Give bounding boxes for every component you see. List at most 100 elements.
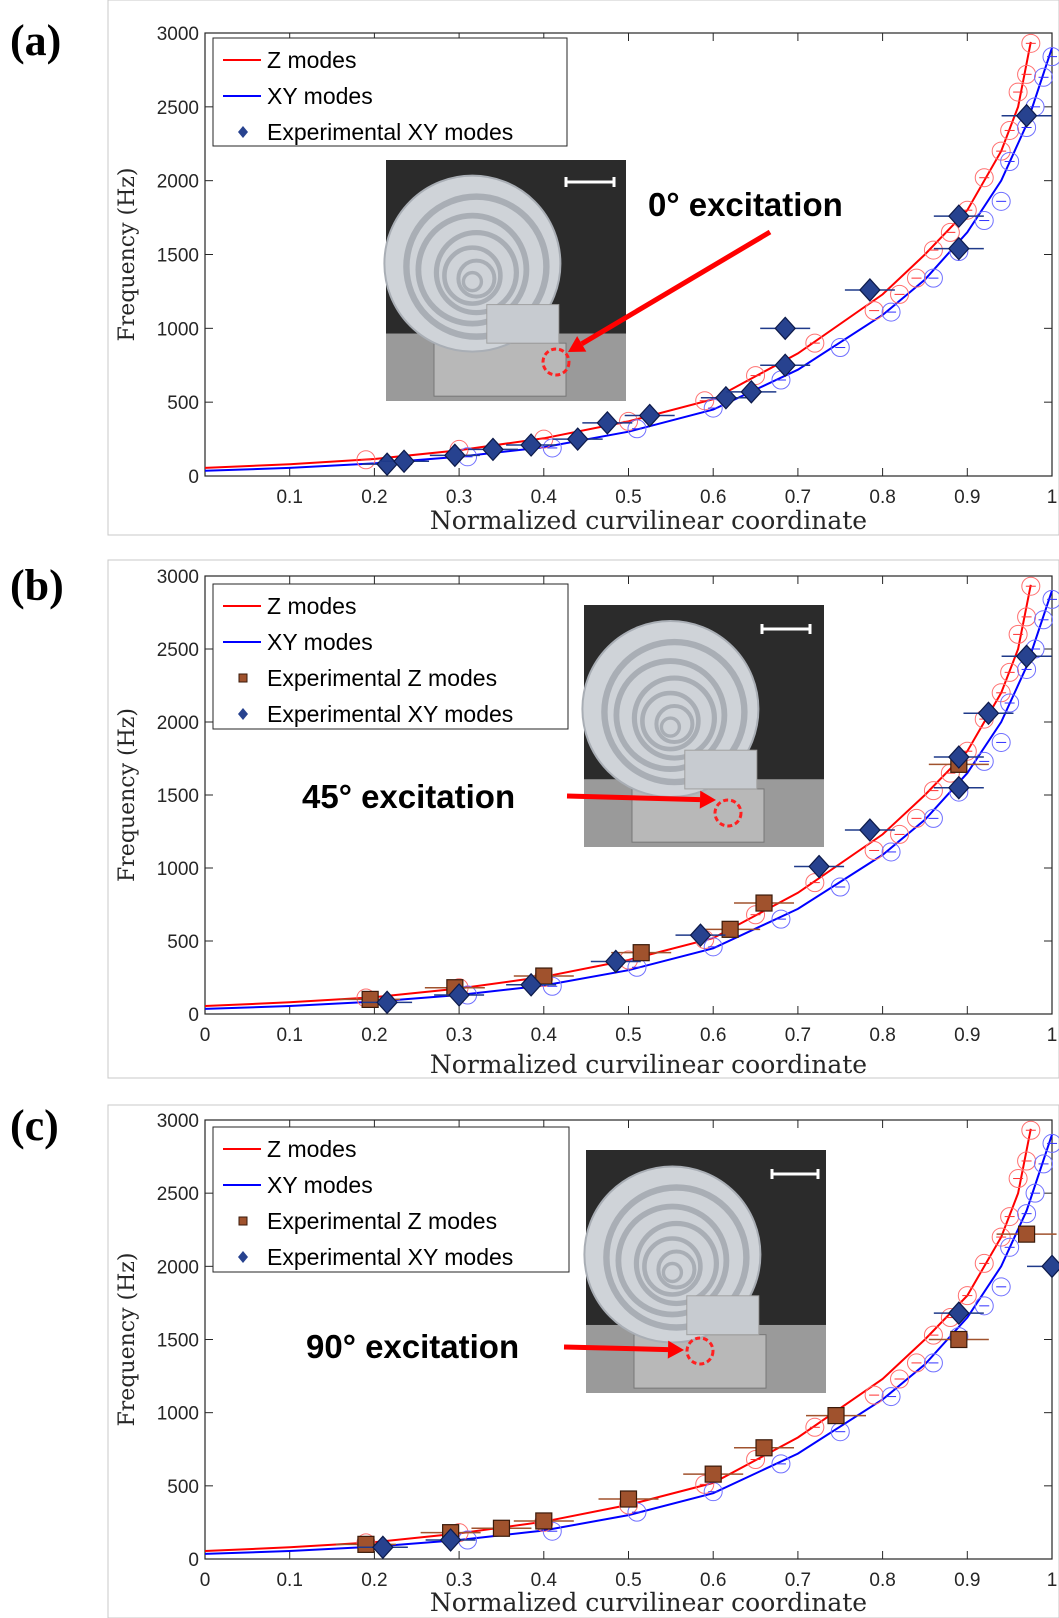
photo-spiral-foot	[686, 1295, 760, 1336]
experimental-z-point	[827, 1406, 845, 1425]
z-mode-marker	[864, 840, 884, 860]
legend-exp-xy-swatch	[238, 708, 248, 720]
experimental-z-point	[755, 1439, 773, 1457]
z-mode-marker	[974, 168, 994, 188]
z-mode-marker	[864, 301, 884, 321]
xy-mode-marker	[923, 268, 943, 288]
x-tick-label: 0.9	[954, 487, 980, 508]
y-tick-label: 1500	[157, 246, 199, 267]
photo-spiral-ring	[415, 212, 530, 327]
panel-frame	[107, 1104, 1059, 1618]
x-tick-label: 0.6	[700, 1025, 726, 1046]
experimental-xy-point	[977, 701, 1000, 726]
photo-base-block	[633, 1334, 767, 1389]
panel-frame	[107, 0, 1059, 536]
callout-arrow	[566, 793, 701, 803]
xy-mode-marker	[991, 191, 1011, 211]
experimental-xy-point	[482, 437, 504, 462]
experimental-xy-point	[689, 923, 712, 948]
xy-mode-marker	[703, 398, 723, 418]
x-axis-label: Normalized curvilinear coordinate	[430, 506, 867, 535]
legend-exp-xy-swatch	[238, 126, 248, 138]
experimental-xy-point	[372, 1535, 394, 1559]
x-tick-label: 0.4	[531, 1025, 558, 1046]
experimental-xy-point	[566, 427, 589, 451]
x-tick-label: 0.2	[361, 1025, 387, 1046]
x-tick-label: 0	[200, 1570, 211, 1591]
x-tick-label: 0.3	[446, 1025, 472, 1046]
xy-mode-marker	[974, 211, 994, 231]
experimental-z-point	[535, 967, 553, 985]
legend: Z modes XY modes Experimental Z modes Exper…	[212, 583, 569, 730]
x-tick-label: 0.5	[615, 1570, 641, 1591]
callout-arrowhead	[699, 790, 716, 809]
z-mode-marker	[746, 366, 766, 386]
callout-arrowhead	[667, 1340, 684, 1359]
x-tick-label: 1	[1047, 487, 1058, 508]
z-mode-marker	[356, 450, 376, 470]
z-mode-marker	[864, 1385, 884, 1405]
z-mode-marker	[906, 1353, 926, 1373]
experimental-xy-point	[520, 433, 542, 457]
experimental-z-point	[632, 944, 650, 962]
legend-entry: Experimental Z modes	[267, 1208, 497, 1234]
excitation-point-marker	[685, 1336, 715, 1366]
y-tick-label: 1500	[157, 786, 199, 807]
x-tick-label: 0.1	[276, 1025, 302, 1046]
xy-mode-marker	[830, 338, 850, 358]
y-tick-label: 500	[167, 932, 199, 953]
photo-base-block	[433, 342, 567, 397]
chart-panel-a: (a) 0 500 1000 1500 2000 2500 3000 0.1 0.2 0.3 0.4 0…	[10, 0, 1059, 536]
x-tick-label: 0.9	[954, 1025, 980, 1046]
experimental-xy-point	[604, 949, 627, 974]
excitation-point-marker	[713, 798, 743, 828]
photo-spiral-foot	[684, 749, 758, 790]
z-mode-marker	[1008, 1169, 1028, 1189]
chart-panel-b: (b) 0 500 1000 1500 2000 2500 3000 0 0.1 0.2 0.3 0.4…	[10, 559, 1059, 1079]
experimental-z-point	[492, 1519, 511, 1537]
legend-entry: XY modes	[267, 629, 373, 655]
chart-panel-c: (c) 0 500 1000 1500 2000 2500 3000 0 0.1 0.2 0.3 0.4…	[10, 1101, 1059, 1618]
xy-mode-marker	[703, 937, 723, 957]
xy-mode-marker	[1034, 1154, 1054, 1174]
xy-mode-marker	[991, 732, 1011, 752]
xy-mode-marker	[1034, 67, 1054, 87]
x-tick-label: 0.5	[615, 487, 641, 508]
photo-spiral-ring	[433, 230, 519, 316]
y-axis-label: Frequency (Hz)	[115, 1253, 140, 1427]
xy-mode-marker	[1000, 151, 1020, 171]
xy-mode-marker	[542, 438, 562, 458]
experimental-xy-point	[948, 745, 970, 769]
specimen-photo	[383, 160, 626, 401]
photo-spiral-ring	[656, 1249, 697, 1290]
experimental-xy-point	[859, 818, 881, 842]
experimental-xy-point	[1015, 103, 1038, 128]
xy-mode-marker	[1034, 610, 1054, 630]
legend-entry: XY modes	[267, 1172, 373, 1198]
z-mode-marker	[1021, 1120, 1041, 1140]
legend-entry: Z modes	[267, 593, 356, 619]
z-mode-marker	[940, 222, 960, 242]
experimental-xy-point	[444, 443, 466, 468]
callout-arrow	[563, 1344, 669, 1353]
y-tick-label: 1500	[157, 1331, 199, 1352]
photo-spiral-ring	[659, 716, 682, 738]
x-tick-label: 1	[1047, 1025, 1058, 1046]
photo-spiral-ring	[633, 1220, 720, 1307]
xy-mode-marker	[881, 1387, 901, 1407]
xy-mode-marker	[1000, 693, 1020, 713]
z-mode-marker	[923, 240, 943, 260]
experimental-z-point	[755, 894, 773, 912]
x-tick-label: 0.7	[785, 487, 811, 508]
z-mode-marker	[1017, 64, 1037, 84]
y-axis-label: Frequency (Hz)	[115, 168, 140, 342]
experimental-xy-point	[948, 236, 970, 261]
x-tick-label: 0.8	[869, 487, 895, 508]
photo-spiral-ring	[661, 1261, 684, 1284]
z-mode-marker	[890, 824, 910, 844]
x-tick-label: 0.7	[785, 1025, 811, 1046]
legend: Z modes XY modes Experimental XY modes	[212, 37, 568, 147]
z-mode-marker	[1017, 607, 1037, 627]
y-tick-label: 0	[188, 1550, 199, 1571]
callout-arrowhead	[568, 336, 587, 352]
